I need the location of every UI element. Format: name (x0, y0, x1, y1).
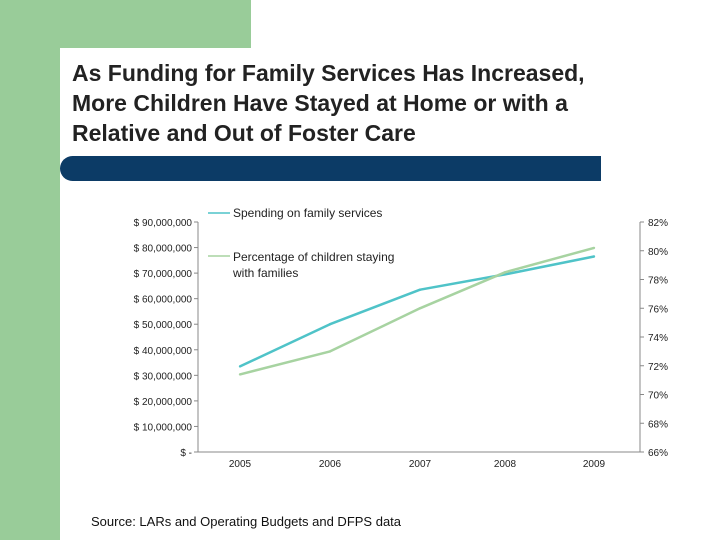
slide-title-line-1: As Funding for Family Services Has Incre… (72, 60, 585, 86)
left-tick-label: $ 30,000,000 (134, 371, 193, 382)
slide-title-line-2: More Children Have Stayed at Home or wit… (72, 90, 568, 116)
percentage-data-point (238, 373, 242, 376)
spending-data-point (328, 323, 332, 326)
left-tick-label: $ 40,000,000 (134, 346, 193, 357)
right-tick-label: 70% (648, 391, 668, 402)
left-tick-label: $ 50,000,000 (134, 320, 193, 331)
right-tick-label: 82% (648, 218, 668, 229)
x-tick-label: 2007 (409, 459, 432, 470)
right-tick-label: 74% (648, 333, 668, 344)
content-panel (60, 48, 720, 540)
spending-data-point (418, 288, 422, 291)
percentage-data-point (592, 246, 596, 250)
left-tick-label: $ - (180, 448, 192, 459)
legend-percentage-label: Percentage of children staying with famil… (232, 250, 394, 280)
left-tick-label: $ 60,000,000 (134, 295, 193, 306)
right-tick-label: 72% (648, 362, 668, 373)
x-tick-label: 2006 (319, 459, 342, 470)
slide-title-line-3: Relative and Out of Foster Care (72, 120, 416, 146)
x-tick-label: 2005 (229, 459, 252, 470)
percentage-data-point (418, 307, 422, 310)
right-tick-label: 68% (648, 419, 668, 430)
percentage-data-point (328, 350, 332, 353)
left-tick-label: $ 90,000,000 (134, 218, 193, 229)
percentage-data-point (503, 271, 507, 274)
right-tick-label: 76% (648, 304, 668, 315)
left-tick-label: $ 20,000,000 (134, 397, 193, 408)
slide-title: As Funding for Family Services Has Incre… (72, 58, 712, 148)
right-tick-label: 80% (648, 247, 668, 258)
left-tick-label: $ 80,000,000 (134, 244, 193, 255)
x-tick-label: 2009 (583, 459, 606, 470)
spending-data-point (238, 365, 242, 368)
right-tick-label: 78% (648, 276, 668, 287)
x-tick-label: 2008 (494, 459, 517, 470)
left-tick-label: $ 70,000,000 (134, 269, 193, 280)
source-note: Source: LARs and Operating Budgets and D… (91, 514, 402, 529)
right-tick-label: 66% (648, 448, 668, 459)
left-tick-label: $ 10,000,000 (134, 422, 193, 433)
spending-data-point (592, 255, 596, 258)
title-underline-bar (60, 156, 601, 181)
legend-spending-label: Spending on family services (233, 206, 382, 220)
